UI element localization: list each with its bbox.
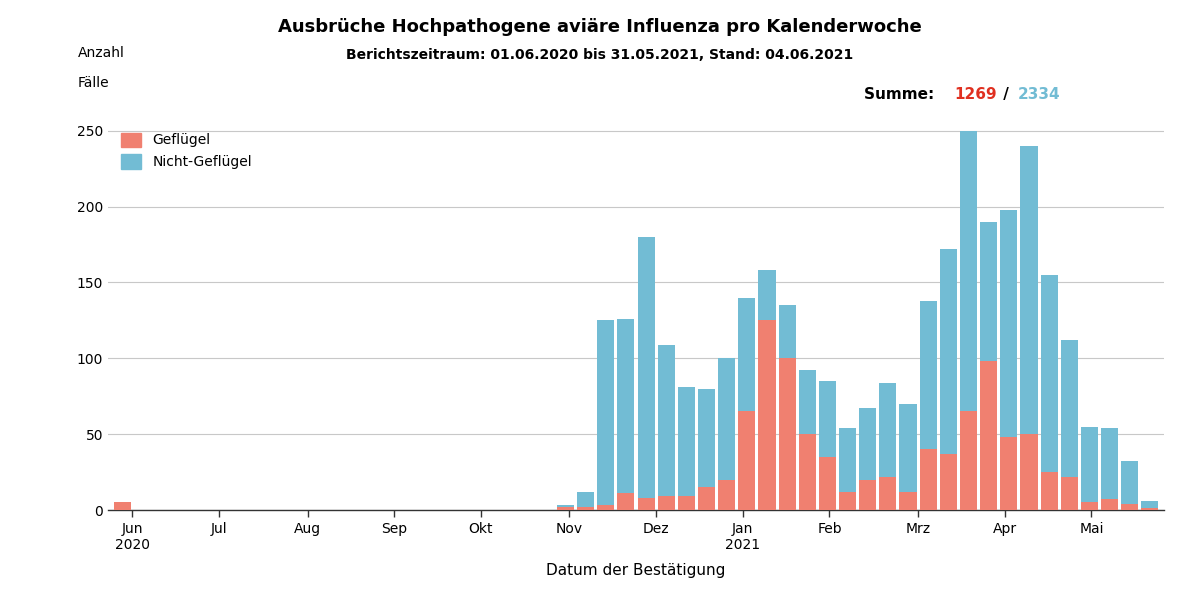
Bar	[1040, 275, 1057, 472]
Bar	[1102, 428, 1118, 499]
Bar	[900, 492, 917, 510]
Bar	[859, 409, 876, 479]
Legend: Geflügel, Nicht-Geflügel: Geflügel, Nicht-Geflügel	[115, 127, 258, 175]
Bar	[859, 479, 876, 510]
Bar	[1102, 499, 1118, 510]
Bar	[940, 249, 956, 454]
Text: Ausbrüche Hochpathogene aviäre Influenza pro Kalenderwoche: Ausbrüche Hochpathogene aviäre Influenza…	[278, 18, 922, 36]
Bar	[1061, 340, 1078, 476]
Bar	[779, 305, 796, 358]
Bar	[658, 496, 674, 510]
Bar	[1020, 146, 1038, 434]
Bar	[799, 434, 816, 510]
Bar	[617, 493, 635, 510]
Bar	[758, 320, 775, 510]
Bar	[1121, 461, 1139, 504]
Bar	[1141, 501, 1158, 508]
Bar	[598, 505, 614, 510]
Bar	[617, 319, 635, 493]
Bar	[758, 271, 775, 320]
Bar	[1061, 476, 1078, 510]
Bar	[880, 383, 896, 476]
Bar	[698, 487, 715, 510]
Bar	[1040, 472, 1057, 510]
Bar	[738, 298, 756, 412]
Bar	[557, 507, 574, 510]
Bar	[960, 412, 977, 510]
Bar	[698, 389, 715, 487]
Bar	[678, 496, 695, 510]
Bar	[940, 454, 956, 510]
Bar	[779, 358, 796, 510]
Bar	[577, 507, 594, 510]
Bar	[839, 492, 856, 510]
Text: Fälle: Fälle	[78, 76, 109, 90]
Bar	[1141, 508, 1158, 510]
Bar	[919, 301, 937, 449]
Bar	[1001, 209, 1018, 437]
Text: Summe:: Summe:	[864, 87, 940, 102]
Bar	[880, 476, 896, 510]
Text: /: /	[998, 87, 1014, 102]
Bar	[114, 502, 131, 510]
Text: Berichtszeitraum: 01.06.2020 bis 31.05.2021, Stand: 04.06.2021: Berichtszeitraum: 01.06.2020 bis 31.05.2…	[347, 48, 853, 62]
Bar	[637, 498, 655, 510]
Bar	[1081, 502, 1098, 510]
Bar	[577, 492, 594, 507]
Bar	[637, 237, 655, 498]
Bar	[900, 404, 917, 492]
Bar	[799, 370, 816, 434]
Bar	[1121, 504, 1139, 510]
Text: 2334: 2334	[1018, 87, 1061, 102]
Bar	[658, 344, 674, 496]
Bar	[557, 505, 574, 507]
X-axis label: Datum der Bestätigung: Datum der Bestätigung	[546, 563, 726, 578]
Bar	[1001, 437, 1018, 510]
Bar	[1081, 427, 1098, 502]
Bar	[678, 387, 695, 496]
Text: 1269: 1269	[954, 87, 997, 102]
Bar	[960, 131, 977, 412]
Bar	[738, 412, 756, 510]
Bar	[919, 449, 937, 510]
Bar	[1020, 434, 1038, 510]
Bar	[818, 457, 836, 510]
Bar	[718, 358, 736, 479]
Bar	[598, 320, 614, 505]
Bar	[980, 222, 997, 361]
Bar	[718, 479, 736, 510]
Bar	[818, 381, 836, 457]
Bar	[839, 428, 856, 492]
Bar	[980, 361, 997, 510]
Text: Anzahl: Anzahl	[78, 46, 125, 60]
